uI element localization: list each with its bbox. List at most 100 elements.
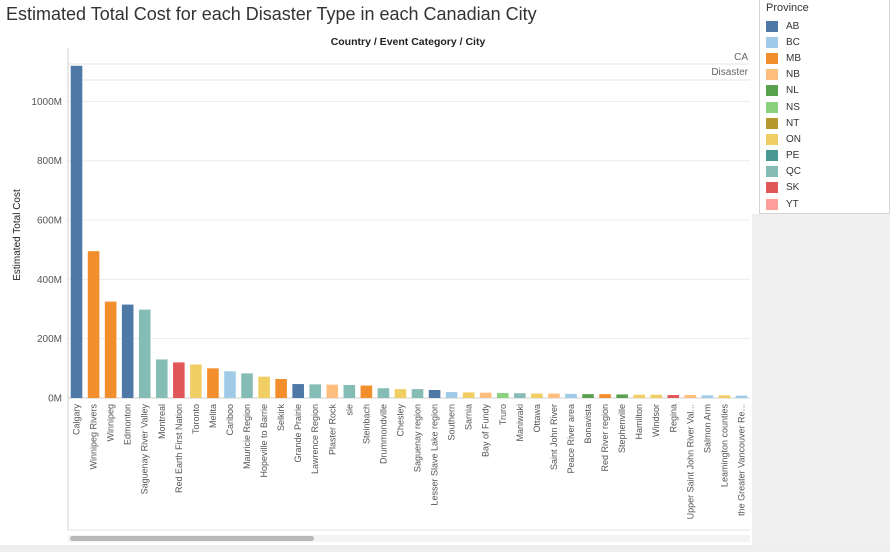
bar-red-earth-first-nation[interactable]: [173, 362, 185, 398]
legend-item-ab[interactable]: AB: [760, 18, 889, 34]
bar-sie[interactable]: [343, 384, 356, 398]
bar-saguenay-river-valley[interactable]: [138, 309, 151, 398]
legend-swatch: [766, 52, 778, 64]
bar-montreal[interactable]: [155, 359, 168, 398]
legend-item-qc[interactable]: QC: [760, 164, 889, 180]
x-category-label: Regina: [668, 404, 678, 433]
x-category-label: Hamilton: [634, 404, 644, 440]
legend-item-nb[interactable]: NB: [760, 67, 889, 83]
x-category-label: Stephenville: [617, 404, 627, 453]
bar-upper-saint-john-river-val[interactable]: [684, 395, 697, 398]
legend-item-pe[interactable]: PE: [760, 148, 889, 164]
bar-stephenville[interactable]: [616, 394, 628, 398]
x-category-label: Steinbach: [361, 404, 371, 444]
bar-bay-of-fundy[interactable]: [479, 392, 492, 398]
legend-swatch: [766, 198, 778, 210]
legend-label: SK: [786, 182, 800, 194]
x-category-label: Windsor: [651, 404, 661, 437]
bar-southern[interactable]: [445, 392, 458, 398]
bar-grande-prairie[interactable]: [292, 384, 304, 398]
legend-item-yt[interactable]: YT: [760, 196, 889, 212]
axes: 0M 200M 400M 600M 800M 1000M Estimated Total C…: [12, 48, 750, 531]
pane-header-country: CA: [734, 52, 748, 63]
y-tick-label: 800M: [37, 156, 62, 167]
legend-label: NB: [786, 69, 800, 81]
legend-label: PE: [786, 150, 800, 162]
bar-winnipeg[interactable]: [104, 301, 117, 398]
bar-saguenay-region[interactable]: [411, 389, 424, 398]
bar-melita[interactable]: [207, 368, 219, 398]
legend-title: Province: [766, 2, 809, 14]
bar-sarnia[interactable]: [462, 392, 475, 398]
legend-item-ns[interactable]: NS: [760, 99, 889, 115]
bar-windsor[interactable]: [650, 394, 663, 398]
bar-toronto[interactable]: [190, 364, 202, 398]
bar-mauricie-region[interactable]: [241, 373, 253, 398]
bar-truro[interactable]: [496, 392, 509, 398]
legend-label: NT: [786, 117, 800, 129]
bar-selkirk[interactable]: [275, 379, 287, 398]
legend-label: NS: [786, 101, 800, 113]
legend-item-on[interactable]: ON: [760, 131, 889, 147]
legend-item-nl[interactable]: NL: [760, 83, 889, 99]
x-category-label: Grande Prairie: [293, 404, 303, 463]
x-category-label: Peace River area: [566, 404, 576, 474]
legend-label: MB: [786, 52, 801, 64]
legend-swatch: [766, 150, 778, 162]
x-category-label: Saint John River: [549, 404, 559, 470]
y-tick-label: 200M: [37, 334, 62, 345]
bar-red-river-region[interactable]: [599, 394, 611, 398]
bar-chesley[interactable]: [394, 389, 407, 398]
legend-swatch: [766, 133, 778, 145]
x-category-label: Bonavista: [583, 404, 593, 444]
bar-ottawa[interactable]: [531, 393, 543, 398]
legend-swatch: [766, 69, 778, 81]
x-category-label: Selkirk: [276, 404, 286, 432]
x-category-label: Winnipeg Rivers: [89, 404, 99, 470]
x-category-label: Salmon Arm: [702, 404, 712, 453]
legend-swatch: [766, 36, 778, 48]
x-category-label: Hopeville to Barrie: [259, 404, 269, 478]
x-category-label: Cariboo: [225, 404, 235, 436]
y-tick-label: 600M: [37, 216, 62, 227]
bar-calgary[interactable]: [70, 65, 83, 399]
bar-bonavista[interactable]: [582, 394, 594, 398]
bar-hamilton[interactable]: [633, 394, 645, 398]
bar-cariboo[interactable]: [224, 371, 236, 398]
bar-edmonton[interactable]: [121, 304, 134, 398]
bar-leamington-counties[interactable]: [718, 395, 731, 398]
x-category-label: Saguenay River Valley: [140, 404, 150, 495]
x-category-label: Leamington counties: [719, 404, 729, 488]
horizontal-scrollbar-thumb[interactable]: [70, 536, 314, 541]
legend-swatch: [766, 85, 778, 97]
x-category-label: Lawrence Region: [310, 404, 320, 474]
x-category-label: Lesser Slave Lake region: [430, 404, 440, 506]
bar-lesser-slave-lake-region[interactable]: [428, 389, 441, 398]
bar-hopeville-to-barrie[interactable]: [258, 376, 270, 398]
bar-drummondville[interactable]: [377, 388, 390, 398]
y-tick-label: 0M: [48, 394, 62, 405]
bar-steinbach[interactable]: [360, 385, 373, 398]
pane-header-category: Disaster: [711, 67, 748, 78]
bar-the-greater-vancouver-re[interactable]: [735, 395, 748, 398]
x-category-label: Maniwaki: [515, 404, 525, 442]
bar-plaster-rock[interactable]: [326, 384, 339, 398]
bar-maniwaki[interactable]: [514, 393, 526, 398]
x-category-label: Winnipeg: [106, 404, 116, 442]
y-tick-label: 1000M: [31, 97, 62, 108]
legend-item-mb[interactable]: MB: [760, 50, 889, 66]
legend-swatch: [766, 166, 778, 178]
legend-item-sk[interactable]: SK: [760, 180, 889, 196]
legend-item-nt[interactable]: NT: [760, 115, 889, 131]
x-category-label: Mauricie Region: [242, 404, 252, 469]
horizontal-scrollbar[interactable]: [68, 535, 750, 542]
bar-salmon-arm[interactable]: [701, 395, 714, 398]
legend-label: NL: [786, 85, 799, 97]
bar-lawrence-region[interactable]: [309, 384, 322, 398]
bar-winnipeg-rivers[interactable]: [87, 251, 100, 398]
bar-saint-john-river[interactable]: [548, 393, 560, 398]
legend-item-bc[interactable]: BC: [760, 34, 889, 50]
bar-peace-river-area[interactable]: [565, 393, 577, 398]
x-category-label: Ottawa: [532, 404, 542, 433]
bar-regina[interactable]: [667, 395, 680, 398]
